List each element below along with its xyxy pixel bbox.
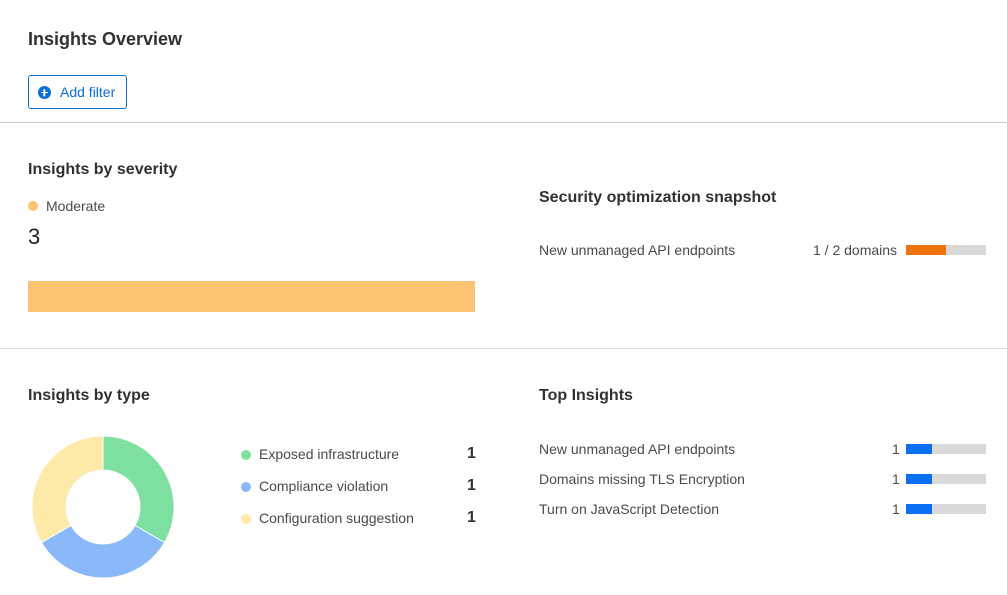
type-donut-chart — [31, 435, 175, 579]
divider — [0, 348, 1007, 349]
type-legend-label: Compliance violation — [259, 478, 389, 494]
type-legend-dot — [241, 482, 251, 492]
top-insight-label[interactable]: Domains missing TLS Encryption — [539, 471, 745, 487]
top-insight-bar — [906, 504, 986, 514]
type-legend-value: 1 — [467, 509, 476, 526]
top-insight-count: 1 — [892, 501, 900, 517]
donut-slice[interactable] — [102, 435, 175, 544]
top-insight-bar — [906, 444, 986, 454]
top-insight-count: 1 — [892, 471, 900, 487]
top-insight-label[interactable]: New unmanaged API endpoints — [539, 441, 736, 457]
severity-bar[interactable] — [28, 281, 475, 312]
top-insights-title: Top Insights — [539, 387, 633, 404]
type-legend-label: Configuration suggestion — [259, 510, 414, 526]
severity-count: 3 — [28, 224, 41, 249]
moderate-label: Moderate — [46, 198, 106, 214]
type-legend-value: 1 — [467, 477, 476, 494]
top-insight-count: 1 — [892, 441, 900, 457]
add-filter-button[interactable]: Add filter — [28, 75, 127, 109]
donut-slice[interactable] — [31, 435, 104, 544]
divider — [0, 122, 1007, 123]
donut-slice[interactable] — [40, 524, 166, 579]
top-insight-label[interactable]: Turn on JavaScript Detection — [539, 501, 720, 517]
type-legend-label: Exposed infrastructure — [259, 446, 400, 462]
moderate-dot — [28, 201, 38, 211]
plus-circle-icon — [38, 85, 51, 99]
severity-title: Insights by severity — [28, 161, 178, 178]
type-legend-value: 1 — [467, 445, 476, 462]
type-legend-dot — [241, 514, 251, 524]
page-title: Insights Overview — [28, 29, 183, 49]
add-filter-label: Add filter — [60, 84, 116, 100]
snapshot-item-value: 1 / 2 domains — [813, 242, 898, 258]
top-insight-bar — [906, 474, 986, 484]
snapshot-item-label: New unmanaged API endpoints — [539, 242, 736, 258]
snapshot-item-bar — [906, 245, 986, 255]
by-type-title: Insights by type — [28, 387, 150, 404]
snapshot-title: Security optimization snapshot — [539, 189, 777, 206]
type-legend-dot — [241, 450, 251, 460]
